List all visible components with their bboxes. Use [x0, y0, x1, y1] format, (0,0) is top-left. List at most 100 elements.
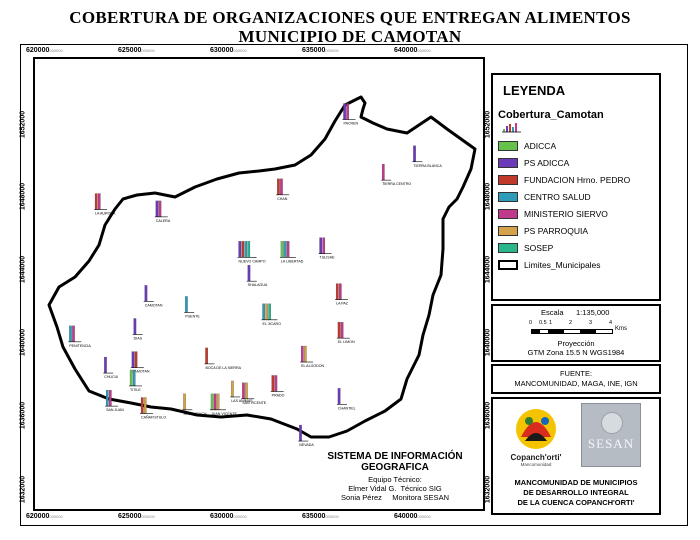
site-marker[interactable]: LA PAZ [335, 283, 349, 306]
scale-tick: 0 [529, 320, 533, 326]
site-marker[interactable]: NEVADA [298, 424, 314, 447]
site-marker[interactable]: EL ALGODON [300, 345, 325, 368]
site-bar [132, 369, 136, 387]
site-label: CHAN [277, 197, 288, 201]
map-canvas[interactable]: PACREN TIERRA BLANCA TIERRA CENTRO CHAN CALE… [35, 59, 483, 509]
legend-item-label: PS ADICCA [524, 157, 570, 168]
site-marker[interactable]: SAN VICENTE [241, 382, 267, 405]
site-bar [144, 285, 148, 302]
source-panel: FUENTE: MANCOMUNIDAD, MAGA, INE, IGN [491, 364, 661, 394]
site-bar [322, 237, 326, 254]
site-marker[interactable]: SHALAGUA [246, 265, 268, 287]
site-label: LA AURORA [95, 212, 116, 216]
chart-symbol-icon [502, 123, 521, 133]
site-marker[interactable]: LA AURORA [94, 193, 116, 216]
scale-label: Escala [541, 308, 564, 317]
legend-item-label: SOSEP [524, 242, 554, 253]
site-label: TULISHE [320, 256, 336, 260]
site-bar [158, 200, 162, 217]
site-marker[interactable]: TIERRA BLANCA [412, 145, 442, 168]
site-marker[interactable]: LAS ANIMAS [230, 380, 253, 403]
projection-value: GTM Zona 15.5 N WGS1984 [527, 348, 625, 357]
site-label: PUENTE [185, 314, 200, 318]
site-bar [280, 178, 283, 195]
site-marker[interactable]: CAÑAFISTULO [140, 397, 166, 419]
site-marker[interactable]: SHURURUCH [182, 393, 207, 416]
site-label: EL JICARO [262, 322, 281, 326]
site-marker[interactable]: DIAS [132, 318, 143, 340]
scale-ratio: 1:135,000 [576, 308, 610, 317]
site-marker[interactable]: CAMOTAN [130, 351, 150, 374]
legend-swatch [498, 157, 518, 168]
scale-tick: 3 [589, 320, 593, 326]
legend-item-boundary: Limites_Municipales [498, 258, 601, 271]
site-marker[interactable]: CHAN [276, 178, 290, 201]
legend-item-label: ADICCA [524, 140, 557, 151]
y-tick-label: 1652000 [19, 110, 27, 139]
site-bar [131, 351, 135, 368]
site-label: CAMOTAN [145, 303, 163, 307]
legend-swatch [498, 191, 518, 202]
site-bar [340, 322, 344, 339]
site-bar [277, 178, 280, 195]
outer-frame [20, 44, 688, 526]
site-label: PRADO [272, 393, 285, 397]
site-marker[interactable]: EL LIMON [336, 322, 355, 344]
site-label: NEVADA [299, 443, 314, 447]
scale-panel: Escala 1:135,000 0 0.5 1 2 3 4 Kms Proyección… [491, 304, 661, 362]
legend-item: PS ADICCA [498, 156, 569, 169]
y-tick-label: 1636000 [19, 401, 27, 430]
site-label: CHUCUI [104, 375, 118, 379]
legend-swatch [498, 242, 518, 253]
site-label: LA PAZ [336, 302, 349, 306]
site-marker[interactable]: CHANTIEL [336, 388, 356, 410]
site-bar [265, 303, 268, 320]
site-marker[interactable]: CHUCUI [103, 356, 118, 379]
site-bar [337, 388, 341, 405]
legend-swatch [498, 225, 518, 236]
site-bar [69, 325, 72, 342]
legend-item: CENTRO SALUD [498, 190, 591, 203]
site-marker[interactable]: EL JICARO [261, 303, 281, 326]
site-marker[interactable]: TIERRA CENTRO [381, 164, 411, 186]
map-frame[interactable]: PACREN TIERRA BLANCA TIERRA CENTRO CHAN CALE… [33, 57, 485, 511]
site-marker[interactable]: TULISHE [318, 237, 336, 260]
site-bar [134, 351, 138, 368]
scale-tick: 2 [569, 320, 573, 326]
site-label: JUAN VICENTE [211, 412, 238, 416]
site-label: CAMOTAN [132, 370, 150, 374]
site-marker[interactable]: PRADO [270, 375, 285, 397]
site-marker[interactable]: JUAN VICENTE [209, 393, 238, 416]
site-marker[interactable]: SAN JUAN [105, 390, 124, 412]
site-bar [262, 303, 265, 320]
copanchorti-logo: Copanch'orti' Mancomunidad [501, 407, 571, 467]
site-marker[interactable]: BOCA DE LA SIERRA [204, 347, 242, 370]
sig-block: SISTEMA DE INFORMACIÓN GEOGRAFICA Equipo… [320, 451, 470, 502]
site-bar [319, 237, 323, 254]
site-marker[interactable]: CALERA [154, 200, 171, 223]
site-marker[interactable]: PENITENCIA [68, 325, 91, 348]
legend-swatch [498, 208, 518, 219]
site-bar [104, 356, 107, 374]
site-bar [338, 283, 342, 300]
site-marker[interactable]: PACREN [342, 103, 359, 125]
site-marker[interactable]: NUEVO CAMPO [237, 241, 266, 263]
site-marker[interactable]: LA LIBERTAD [279, 241, 304, 263]
x-tick-label: 620000000000 [26, 47, 63, 54]
sesan-logo-text: SESAN [587, 436, 635, 451]
site-bar [72, 325, 75, 342]
site-label: PENITENCIA [69, 344, 91, 348]
site-marker[interactable]: TITILE [129, 369, 142, 392]
site-bar [238, 241, 242, 258]
site-marker[interactable]: PUENTE [184, 296, 200, 318]
site-bar [247, 265, 251, 282]
copanchorti-logo-subtext: Mancomunidad [520, 462, 552, 467]
legend-item-label: MINISTERIO SIERVO [524, 208, 608, 219]
site-bar [105, 390, 109, 407]
legend-item: FUNDACION Hrno. PEDRO [498, 173, 630, 186]
site-marker[interactable]: CAMOTAN [143, 285, 163, 307]
site-label: NUEVO CAMPO [239, 259, 266, 263]
x-tick-label: 625000000000 [118, 513, 155, 520]
sesan-logo: SESAN [581, 403, 641, 467]
boundary-swatch [498, 259, 518, 270]
